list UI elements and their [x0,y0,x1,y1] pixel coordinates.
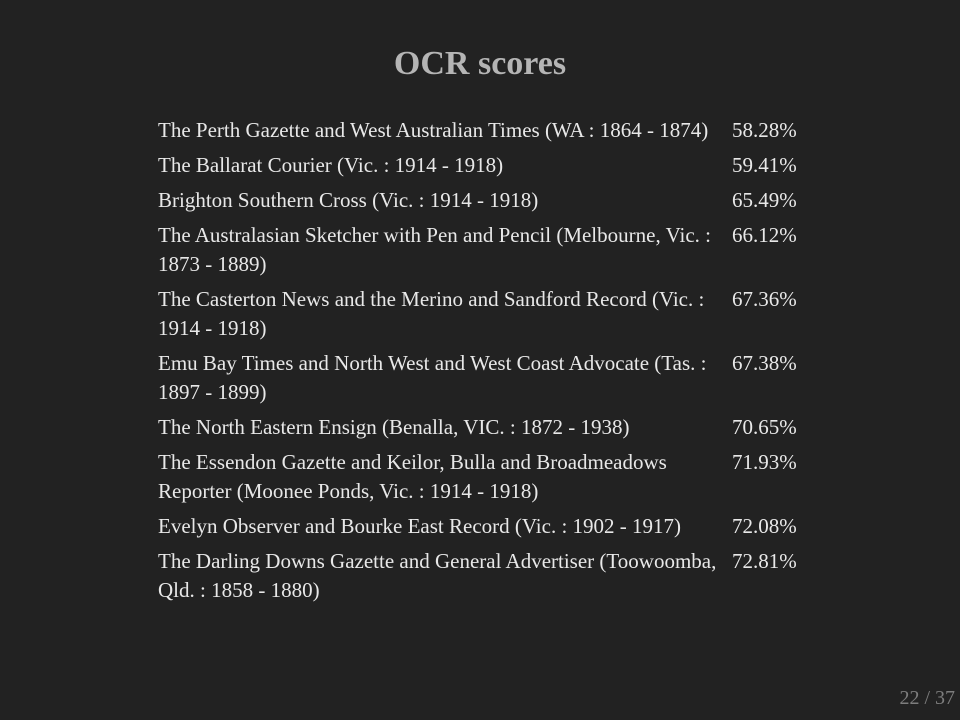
table-row: The Perth Gazette and West Australian Ti… [155,114,810,149]
ocr-score: 59.41% [732,153,797,177]
table-row: The Casterton News and the Merino and Sa… [155,283,810,347]
ocr-score: 66.12% [732,223,797,247]
ocr-score: 58.28% [732,118,797,142]
ocr-score: 70.65% [732,415,797,439]
newspaper-title: The Australasian Sketcher with Pen and P… [158,223,711,276]
slide-title: OCR scores [393,45,567,82]
newspaper-title: Evelyn Observer and Bourke East Record (… [158,514,682,538]
table-row: Brighton Southern Cross (Vic. : 1914 - 1… [155,184,810,219]
ocr-scores-table: The Perth Gazette and West Australian Ti… [155,114,810,609]
ocr-score: 67.36% [732,287,797,311]
ocr-score: 71.93% [732,450,797,474]
newspaper-title: The Darling Downs Gazette and General Ad… [158,549,717,602]
newspaper-title: Brighton Southern Cross (Vic. : 1914 - 1… [158,188,539,212]
table-row: The Essendon Gazette and Keilor, Bulla a… [155,446,810,510]
table-row: The Ballarat Courier (Vic. : 1914 - 1918… [155,149,810,184]
ocr-score: 72.81% [732,549,797,573]
ocr-score: 67.38% [732,351,797,375]
table-row: Emu Bay Times and North West and West Co… [155,347,810,411]
table-row: The Australasian Sketcher with Pen and P… [155,219,810,283]
newspaper-title: Emu Bay Times and North West and West Co… [158,351,707,404]
ocr-score: 72.08% [732,514,797,538]
newspaper-title: The Ballarat Courier (Vic. : 1914 - 1918… [158,153,504,177]
newspaper-title: The Essendon Gazette and Keilor, Bulla a… [158,450,667,503]
ocr-score: 65.49% [732,188,797,212]
newspaper-title: The North Eastern Ensign (Benalla, VIC. … [158,415,630,439]
slide-page-counter: 22 / 37 [899,687,955,709]
newspaper-title: The Casterton News and the Merino and Sa… [158,287,705,340]
table-row: The Darling Downs Gazette and General Ad… [155,545,810,609]
table-row: The North Eastern Ensign (Benalla, VIC. … [155,411,810,446]
table-row: Evelyn Observer and Bourke East Record (… [155,510,810,545]
newspaper-title: The Perth Gazette and West Australian Ti… [158,118,709,142]
